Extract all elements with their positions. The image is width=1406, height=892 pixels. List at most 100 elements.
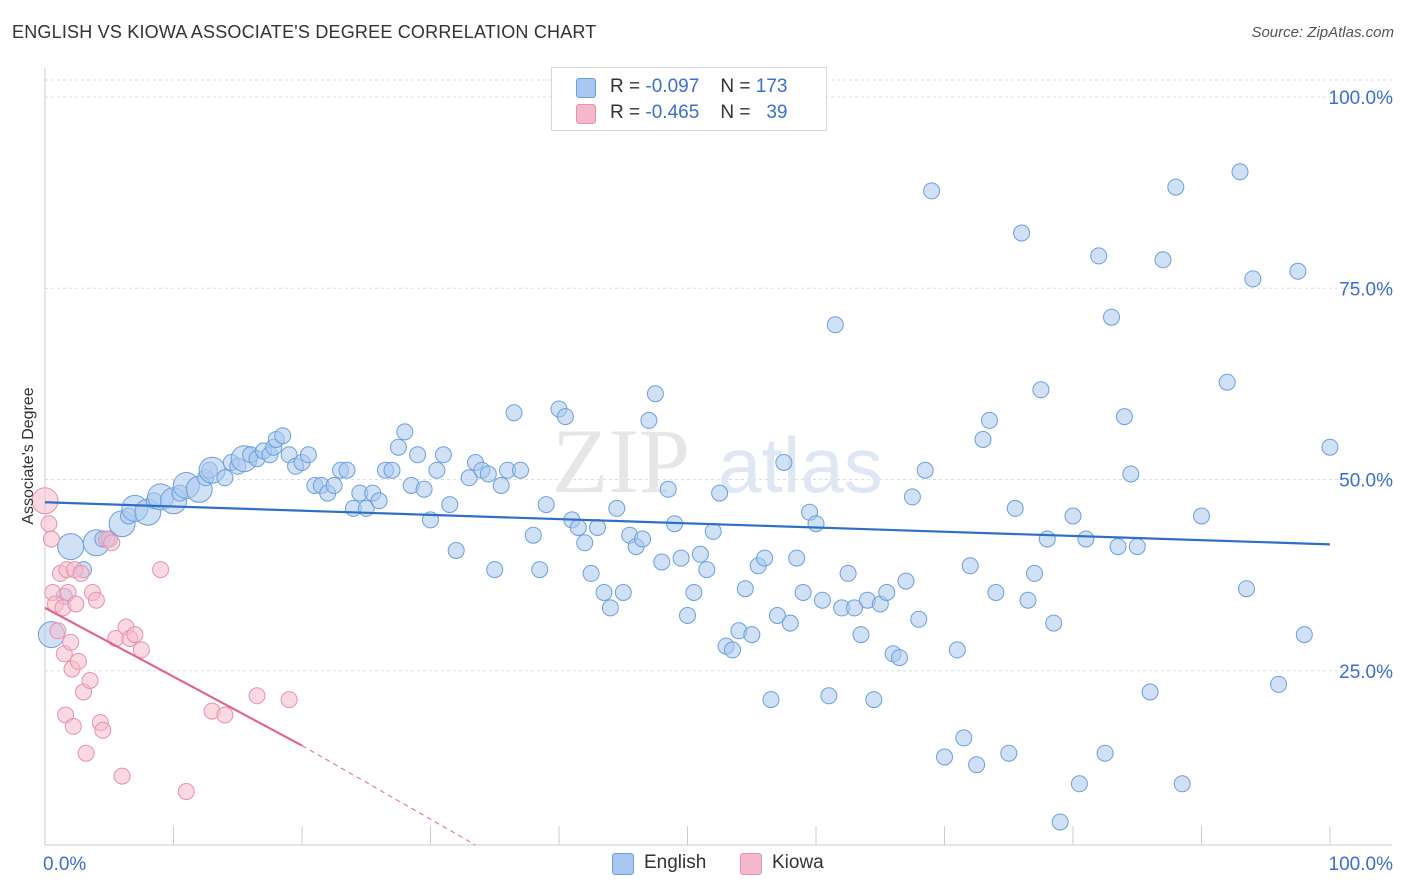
stats-legend: R = -0.097 N = 173 R = -0.465 N = 39: [551, 67, 827, 131]
english-n-label: N =: [720, 76, 751, 97]
english-point: [981, 411, 998, 429]
english-point: [813, 591, 831, 609]
english-point: [762, 691, 780, 709]
english-point: [1077, 530, 1095, 548]
trend-lines: [44, 501, 1331, 846]
english-point: [968, 756, 986, 774]
kiowa-point: [126, 626, 144, 644]
grid-lines: [45, 79, 1392, 672]
x-tick-label-min: 0.0%: [43, 854, 86, 875]
english-point: [691, 545, 709, 563]
english-point: [447, 542, 465, 559]
english-point: [1238, 580, 1255, 598]
kiowa-point: [152, 561, 170, 579]
english-point: [910, 610, 928, 628]
english-point: [1270, 675, 1288, 693]
english-point: [415, 480, 433, 498]
english-point: [948, 641, 966, 659]
bottom-kiowa-label: Kiowa: [772, 852, 824, 873]
kiowa-r-value: -0.465: [645, 102, 700, 123]
english-point: [441, 496, 459, 514]
english-point: [589, 519, 606, 536]
kiowa-point: [31, 487, 59, 515]
english-point: [274, 427, 292, 445]
english-point: [396, 423, 414, 441]
english-point: [569, 519, 587, 536]
kiowa-point: [248, 687, 266, 705]
english-point: [659, 480, 677, 498]
kiowa-point: [77, 744, 95, 762]
kiowa-trend-line: [44, 606, 303, 747]
english-point: [434, 446, 452, 464]
english-point: [492, 477, 510, 494]
y-tick-label: 50.0%: [1339, 471, 1393, 492]
english-point: [903, 488, 921, 506]
english-point: [608, 499, 626, 517]
english-point: [788, 549, 806, 567]
kiowa-point: [62, 633, 80, 651]
english-point: [1064, 507, 1082, 525]
english-point: [1013, 224, 1031, 242]
english-point: [486, 561, 504, 579]
english-point: [409, 446, 427, 464]
english-point: [325, 477, 343, 494]
bottom-kiowa-swatch: [740, 853, 762, 875]
english-point: [582, 564, 600, 582]
english-point: [634, 530, 651, 548]
english-point: [775, 454, 793, 471]
kiowa-points: [31, 487, 298, 800]
english-point: [1321, 438, 1339, 456]
kiowa-point: [177, 783, 195, 800]
english-point: [576, 534, 594, 552]
kiowa-point: [113, 767, 131, 785]
english-point: [505, 404, 523, 422]
tick-labels: 25.0% 50.0% 75.0% 100.0% 0.0% 100.0%: [43, 88, 1393, 875]
english-point: [1000, 744, 1018, 762]
english-point: [1103, 308, 1120, 326]
english-point: [1128, 538, 1146, 556]
english-point: [852, 626, 870, 644]
kiowa-point: [42, 530, 60, 548]
english-point: [531, 561, 549, 579]
english-point: [653, 553, 671, 571]
english-point: [1045, 614, 1063, 632]
english-point: [1032, 381, 1050, 399]
english-point: [756, 549, 774, 567]
english-point: [299, 446, 317, 464]
english-point: [1090, 247, 1108, 265]
english-point: [57, 533, 85, 561]
english-point: [846, 599, 863, 617]
english-point: [961, 557, 979, 575]
english-point: [768, 607, 786, 624]
y-tick-label: 100.0%: [1329, 88, 1394, 109]
chart-source: Source: ZipAtlas.com: [1251, 24, 1394, 41]
english-n-value: 173: [755, 76, 788, 97]
chart-title: ENGLISH VS KIOWA ASSOCIATE'S DEGREE CORR…: [12, 22, 597, 42]
english-point: [781, 614, 799, 632]
english-point: [820, 687, 838, 705]
english-point: [916, 461, 934, 479]
english-point: [878, 584, 896, 601]
english-point: [672, 549, 690, 567]
english-point: [1051, 813, 1069, 831]
english-point: [1244, 270, 1262, 288]
english-point: [974, 431, 992, 448]
english-point: [826, 316, 844, 334]
english-point: [460, 469, 478, 487]
english-point: [1141, 683, 1159, 701]
y-tick-label: 25.0%: [1339, 662, 1393, 683]
english-point: [537, 496, 555, 514]
english-r-label: R =: [610, 76, 641, 97]
bottom-english-label: English: [644, 852, 707, 873]
english-point: [743, 626, 761, 644]
english-point: [1096, 744, 1114, 762]
kiowa-point: [216, 706, 234, 724]
english-point: [479, 465, 497, 483]
english-point: [724, 641, 741, 659]
english-point: [698, 561, 716, 579]
kiowa-r-label: R =: [610, 102, 641, 123]
english-point: [1173, 775, 1191, 793]
y-axis-label: Associate's Degree: [20, 387, 37, 524]
english-point: [1193, 507, 1210, 525]
english-point: [216, 469, 234, 487]
